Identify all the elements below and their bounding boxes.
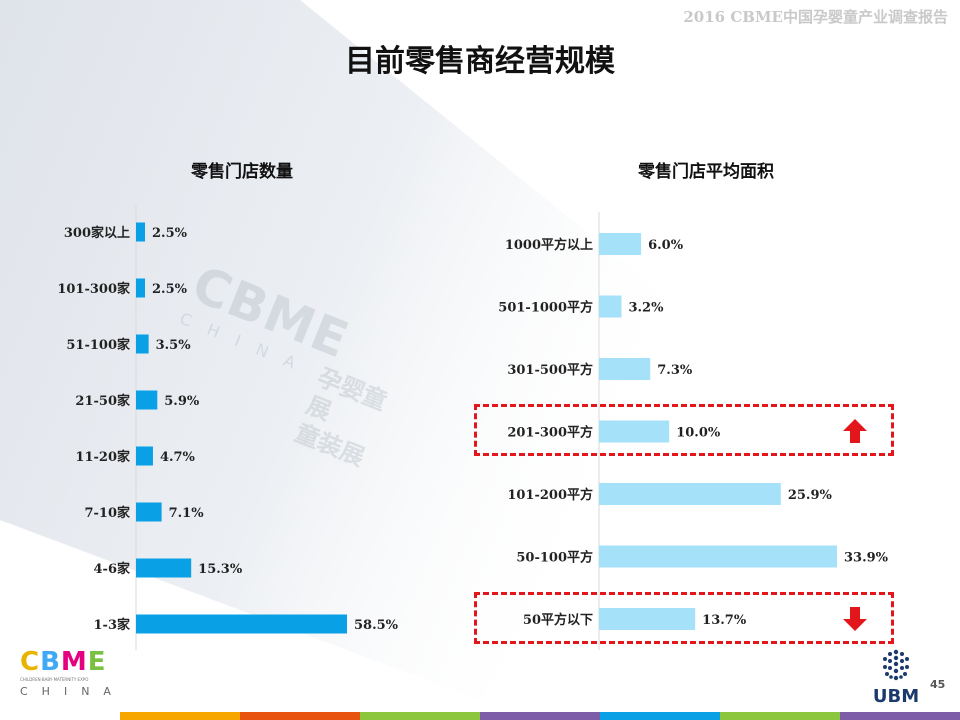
value-label: 3.2% [628,301,664,316]
bar [136,502,162,522]
bar [136,390,158,410]
category-label: 21-50家 [75,393,131,409]
value-label: 3.5% [156,338,192,353]
arrow-up-icon [843,419,867,443]
bar [136,446,153,466]
value-label: 2.5% [152,282,188,297]
cbme-letter-m: M [60,647,87,677]
cbme-china: CHINA [20,685,125,698]
value-label: 13.7% [702,613,747,628]
bar [599,420,670,443]
value-label: 5.9% [164,394,200,409]
strip-segment [120,712,240,720]
bar [599,545,837,568]
right-bars-group: 1000平方以上 6.0% 501-1000平方 3.2% 301-500平方 7.3% 2… [498,212,889,650]
arrow-down-icon [843,607,867,631]
category-label: 501-1000平方 [498,300,593,316]
category-label: 7-10家 [84,505,131,521]
chart-title-store-area: 零售门店平均面积 [637,161,774,182]
category-label: 300家以上 [64,225,130,241]
value-label: 6.0% [648,238,684,253]
strip-segment [720,712,840,720]
ubm-dots-icon [883,649,909,681]
left-bars-group: 300家以上 2.5% 101-300家 2.5% 51-100家 3.5% 21-50家 5… [57,205,399,650]
bar [599,295,622,318]
strip-segment [480,712,600,720]
value-label: 4.7% [160,450,196,465]
bottom-color-strip [120,712,960,720]
bar [136,614,347,634]
highlight-box-201-300 [474,404,894,456]
value-label: 15.3% [198,562,243,577]
value-label: 25.9% [788,488,833,503]
highlight-box-under-50 [474,592,894,644]
value-label: 7.3% [657,363,693,378]
value-label: 10.0% [676,426,721,441]
category-label: 11-20家 [75,449,131,465]
cbme-letter-b: B [40,647,60,677]
value-label: 2.5% [152,226,188,241]
bar [136,278,146,298]
bar [599,233,642,255]
category-label: 51-100家 [66,337,131,353]
category-label: 101-300家 [57,281,131,297]
strip-segment [240,712,360,720]
category-label: 201-300平方 [507,425,593,441]
cbme-logo: C B M E CHILDREN·BABY·MATERNITY EXPO CHI… [20,648,120,703]
bar [136,558,192,578]
report-tag: 2016 CBME中国孕婴童产业调查报告 [683,8,948,26]
bar [599,483,781,505]
page-number: 45 [930,678,946,691]
ubm-logo: UBM [866,646,926,707]
category-label: 50-100平方 [516,550,593,566]
strip-segment [600,712,720,720]
value-label: 58.5% [354,618,399,633]
slide-title: 目前零售商经营规模 [345,44,615,79]
strip-segment [360,712,480,720]
cbme-letter-e: E [87,647,106,677]
ubm-text: UBM [872,686,920,707]
cbme-letter-c: C [20,647,40,677]
value-label: 33.9% [844,551,889,566]
category-label: 101-200平方 [507,487,593,503]
chart-title-store-count: 零售门店数量 [190,161,293,182]
category-label: 301-500平方 [507,362,593,378]
strip-segment [840,712,960,720]
value-label: 7.1% [169,506,205,521]
category-label: 50平方以下 [523,612,593,628]
bar [599,608,696,630]
cbme-logo-letters: C B M E [20,648,120,676]
category-label: 4-6家 [94,561,131,577]
category-label: 1-3家 [94,617,131,633]
bar [136,334,149,354]
category-label: 1000平方以上 [505,237,593,253]
bar [599,358,651,380]
cbme-tagline: CHILDREN·BABY·MATERNITY EXPO [20,677,89,682]
bar [136,222,146,242]
